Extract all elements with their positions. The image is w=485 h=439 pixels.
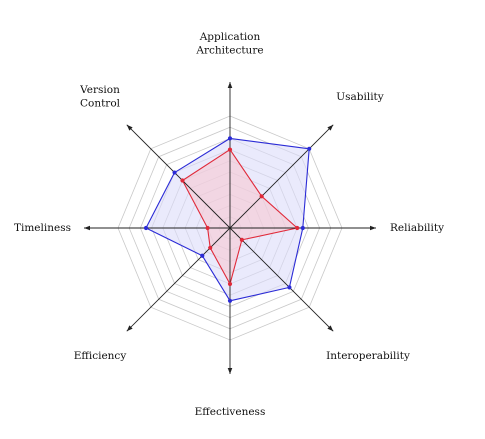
radar-axes <box>84 82 376 374</box>
axis-arrow-8 <box>126 124 133 131</box>
series-2-point-2 <box>259 194 264 199</box>
axis-arrow-6 <box>126 325 133 332</box>
axis-line-6 <box>126 227 231 332</box>
series-2-point-8 <box>180 178 185 183</box>
series-1-point-8 <box>172 170 177 175</box>
axis-label-5-line-1: Effectiveness <box>195 406 266 418</box>
series-2-point-5 <box>227 281 233 287</box>
axis-label-5: Effectiveness <box>195 406 266 418</box>
series-1-point-3 <box>300 225 305 231</box>
series-2-point-3 <box>295 225 300 231</box>
axis-arrow-7 <box>84 225 90 231</box>
axis-label-7: Timeliness <box>14 222 71 234</box>
axis-label-1: Application Architecture <box>195 31 263 57</box>
axis-label-4-line-1: Interoperability <box>326 350 410 362</box>
series-2-point-1 <box>227 147 233 152</box>
axis-label-3: Reliability <box>390 222 444 234</box>
axis-arrow-5 <box>227 368 233 374</box>
axis-label-6: Efficiency <box>74 350 127 362</box>
axis-label-8-line-2: Control <box>80 98 121 110</box>
axis-label-2-line-1: Usability <box>336 91 384 103</box>
series-1-point-1 <box>227 136 233 141</box>
series-1-point-4 <box>287 285 292 290</box>
series-1-point-6 <box>200 253 205 258</box>
series-2-point-7 <box>205 225 210 231</box>
axis-label-1-line-2: Architecture <box>195 45 263 57</box>
axis-line-4 <box>229 227 334 332</box>
series-1-point-2 <box>307 146 312 151</box>
axis-label-4: Interoperability <box>326 350 410 362</box>
series-2-point-6 <box>208 245 213 250</box>
series-1-point-7 <box>143 225 149 231</box>
axis-label-3-line-1: Reliability <box>390 222 444 234</box>
axis-label-2: Usability <box>336 91 384 103</box>
series-2-point-4 <box>239 237 244 242</box>
axis-label-8-line-1: Version <box>79 84 120 96</box>
axis-arrow-3 <box>370 225 376 231</box>
axis-arrow-1 <box>227 82 233 88</box>
axis-label-1-line-1: Application <box>199 31 261 43</box>
axis-label-6-line-1: Efficiency <box>74 350 127 362</box>
series-1-point-5 <box>227 298 233 303</box>
axis-line-2 <box>229 124 334 229</box>
axis-arrow-4 <box>327 325 334 332</box>
axis-line-8 <box>126 124 231 229</box>
axis-label-8: Version Control <box>79 84 120 110</box>
radar-axis-labels: Application Architecture Usability Reliabil… <box>14 31 444 418</box>
axis-arrow-2 <box>327 124 334 131</box>
axis-label-7-line-1: Timeliness <box>14 222 71 234</box>
